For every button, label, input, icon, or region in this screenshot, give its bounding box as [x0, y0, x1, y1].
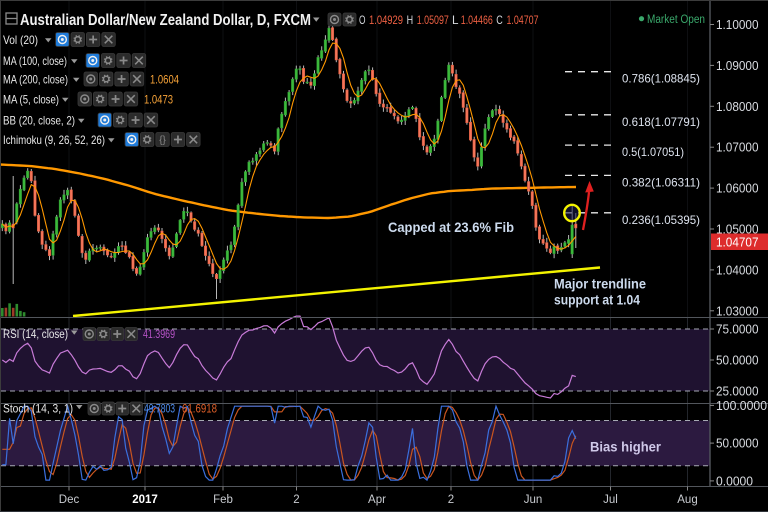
- svg-text:{}: {}: [159, 135, 166, 146]
- svg-text:Vol (20): Vol (20): [3, 33, 38, 47]
- svg-text:Capped at 23.6% Fib: Capped at 23.6% Fib: [388, 220, 514, 235]
- svg-text:1.09000: 1.09000: [716, 58, 759, 73]
- svg-text:Ichimoku (9, 26, 52, 26): Ichimoku (9, 26, 52, 26): [3, 133, 105, 147]
- svg-text:BB (20, close, 2): BB (20, close, 2): [3, 114, 75, 128]
- svg-text:L: L: [452, 13, 459, 27]
- svg-text:1.04929: 1.04929: [369, 13, 403, 27]
- svg-text:1.08000: 1.08000: [716, 99, 759, 114]
- svg-text:MA (200, close): MA (200, close): [3, 73, 68, 87]
- svg-text:Dec: Dec: [59, 494, 80, 506]
- svg-text:2: 2: [448, 494, 454, 506]
- svg-text:Apr: Apr: [368, 494, 386, 506]
- svg-text:Stoch (14, 3, 1): Stoch (14, 3, 1): [3, 404, 73, 416]
- svg-text:Jun: Jun: [524, 494, 543, 506]
- svg-text:49.7803: 49.7803: [144, 404, 175, 416]
- svg-text:1.10000: 1.10000: [716, 17, 759, 32]
- svg-text:1.05097: 1.05097: [417, 13, 449, 27]
- svg-text:MA (100, close): MA (100, close): [3, 54, 67, 68]
- svg-text:75.0000: 75.0000: [716, 322, 759, 337]
- svg-text:Jul: Jul: [603, 494, 618, 506]
- svg-text:Australian Dollar/New Zealand: Australian Dollar/New Zealand Dollar, D,…: [20, 12, 311, 29]
- svg-text:1.0604: 1.0604: [150, 73, 179, 87]
- svg-text:C: C: [496, 13, 503, 27]
- svg-text:1.04000: 1.04000: [716, 262, 759, 277]
- svg-text:2: 2: [293, 494, 299, 506]
- svg-text:1.07000: 1.07000: [716, 140, 759, 155]
- svg-text:0.236(1.05395): 0.236(1.05395): [622, 213, 700, 227]
- svg-text:H: H: [407, 13, 414, 27]
- svg-text:41.3969: 41.3969: [143, 329, 175, 341]
- svg-text:0.382(1.06311): 0.382(1.06311): [622, 175, 700, 189]
- svg-text:1.04466: 1.04466: [461, 13, 493, 27]
- svg-text:0.5(1.07051): 0.5(1.07051): [622, 145, 684, 159]
- svg-text:Market Open: Market Open: [647, 14, 705, 26]
- svg-text:0.618(1.07791): 0.618(1.07791): [622, 115, 700, 129]
- svg-text:MA (5, close): MA (5, close): [3, 93, 59, 107]
- svg-text:0.0000: 0.0000: [716, 473, 753, 488]
- svg-text:0.786(1.08845): 0.786(1.08845): [622, 72, 700, 86]
- svg-text:50.0000: 50.0000: [716, 436, 759, 451]
- svg-text:O: O: [359, 13, 366, 27]
- svg-text:Aug: Aug: [677, 494, 697, 506]
- svg-text:1.0473: 1.0473: [144, 93, 173, 107]
- svg-text:Bias higher: Bias higher: [590, 440, 662, 455]
- svg-text:Major trendline: Major trendline: [554, 277, 646, 292]
- svg-text:1.03000: 1.03000: [716, 303, 759, 318]
- svg-text:support at 1.04: support at 1.04: [554, 293, 640, 308]
- svg-text:50.0000: 50.0000: [716, 353, 759, 368]
- svg-text:Feb: Feb: [213, 494, 233, 506]
- svg-text:RSI (14, close): RSI (14, close): [3, 329, 68, 341]
- svg-text:25.0000: 25.0000: [716, 384, 759, 399]
- svg-text:1.06000: 1.06000: [716, 181, 759, 196]
- svg-text:2017: 2017: [132, 494, 158, 506]
- svg-text:100.0000: 100.0000: [716, 398, 767, 413]
- svg-text:1.05000: 1.05000: [716, 222, 759, 237]
- svg-text:1.04707: 1.04707: [716, 235, 759, 250]
- svg-text:61.6918: 61.6918: [182, 404, 217, 416]
- svg-text:1.04707: 1.04707: [507, 13, 539, 27]
